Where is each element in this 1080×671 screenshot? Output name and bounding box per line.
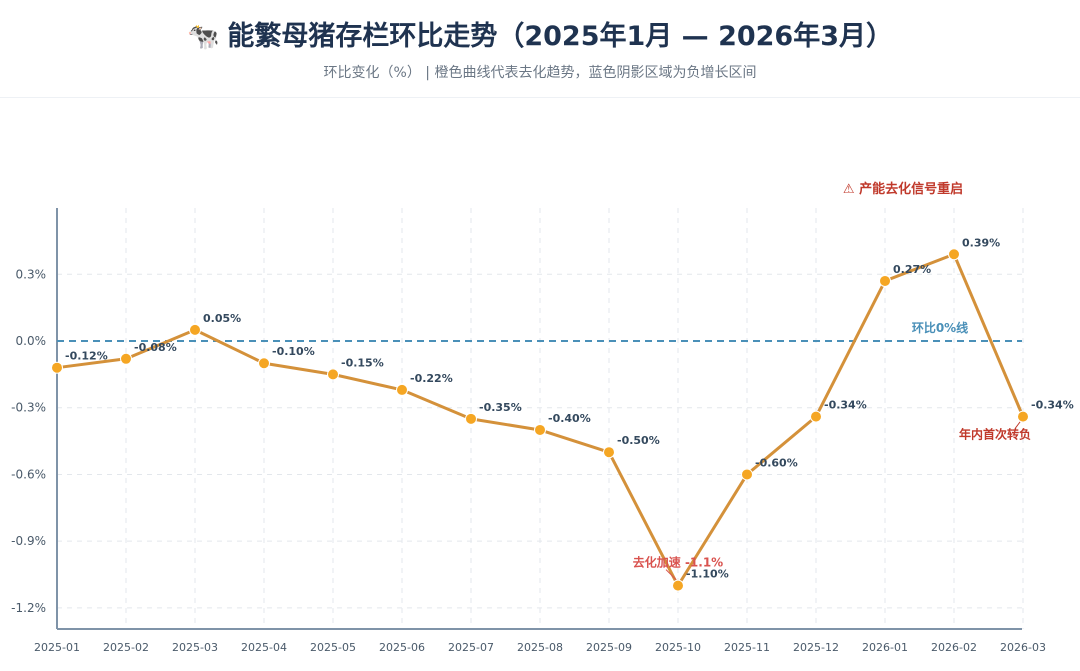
x-tick-label: 2025-09 — [586, 641, 632, 654]
data-label: 0.39% — [962, 236, 1000, 249]
data-point — [189, 323, 201, 336]
data-label: -0.12% — [65, 350, 108, 363]
y-tick-label: -0.9% — [11, 534, 46, 548]
annotation-arrow — [665, 569, 677, 580]
annotation-first-negative: 年内首次转负 — [959, 427, 1031, 442]
header-divider — [0, 97, 1080, 98]
y-tick-label: -0.3% — [11, 401, 46, 415]
data-point — [396, 383, 408, 396]
x-tick-label: 2025-08 — [517, 641, 563, 654]
x-tick-label: 2025-07 — [448, 641, 494, 654]
data-label: -0.34% — [824, 399, 867, 412]
data-label: -0.60% — [755, 456, 798, 469]
x-tick-label: 2026-01 — [862, 641, 908, 654]
data-label: -0.10% — [272, 345, 315, 358]
x-tick-label: 2025-02 — [103, 641, 149, 654]
y-tick-label: 0.0% — [16, 334, 47, 348]
annotation-decline-accelerate: 去化加速 -1.1% — [633, 555, 723, 570]
x-tick-label: 2025-11 — [724, 641, 770, 654]
data-point — [810, 410, 822, 423]
data-point — [465, 412, 477, 425]
x-tick-label: 2025-06 — [379, 641, 425, 654]
data-point — [120, 352, 132, 365]
data-label: 0.05% — [203, 312, 241, 325]
data-label: -0.22% — [410, 372, 453, 385]
data-label: -0.08% — [134, 341, 177, 354]
annotation-arrow — [1014, 420, 1022, 429]
data-point — [534, 423, 546, 436]
x-tick-label: 2025-01 — [34, 641, 80, 654]
data-label: -0.34% — [1031, 399, 1074, 412]
data-point — [51, 361, 63, 374]
chart-title: 🐄 能繁母猪存栏环比走势（2025年1月 — 2026年3月） — [0, 14, 1080, 53]
y-tick-label: 0.3% — [16, 267, 47, 281]
chart-header: 🐄 能繁母猪存栏环比走势（2025年1月 — 2026年3月） 环比变化（%） |… — [0, 0, 1080, 98]
data-point — [879, 274, 891, 287]
data-point — [672, 579, 684, 592]
x-tick-label: 2026-03 — [1000, 641, 1046, 654]
x-tick-label: 2025-05 — [310, 641, 356, 654]
y-tick-label: -1.2% — [11, 601, 46, 615]
annotation-capacity-signal: ⚠ 产能去化信号重启 — [843, 181, 963, 197]
cow-icon: 🐄 — [186, 22, 220, 52]
data-label: -1.10% — [686, 568, 729, 581]
data-point — [741, 468, 753, 481]
x-tick-label: 2025-04 — [241, 641, 287, 654]
x-tick-label: 2025-10 — [655, 641, 701, 654]
data-label: -0.40% — [548, 412, 591, 425]
x-tick-label: 2025-03 — [172, 641, 218, 654]
data-label: 0.27% — [893, 263, 931, 276]
chart-subtitle: 环比变化（%） | 橙色曲线代表去化趋势，蓝色阴影区域为负增长区间 — [323, 65, 757, 81]
zero-reference-label: 环比0%线 — [912, 320, 968, 335]
data-label: -0.50% — [617, 434, 660, 447]
chart-title-text: 能繁母猪存栏环比走势（2025年1月 — 2026年3月） — [227, 21, 894, 52]
x-tick-label: 2026-02 — [931, 641, 977, 654]
data-point — [603, 446, 615, 459]
data-point — [327, 368, 339, 381]
data-point — [1017, 410, 1029, 423]
data-label: -0.35% — [479, 401, 522, 414]
data-label: -0.15% — [341, 356, 384, 369]
y-tick-label: -0.6% — [11, 467, 46, 481]
x-tick-label: 2025-12 — [793, 641, 839, 654]
data-point — [948, 248, 960, 261]
data-point — [258, 357, 270, 370]
